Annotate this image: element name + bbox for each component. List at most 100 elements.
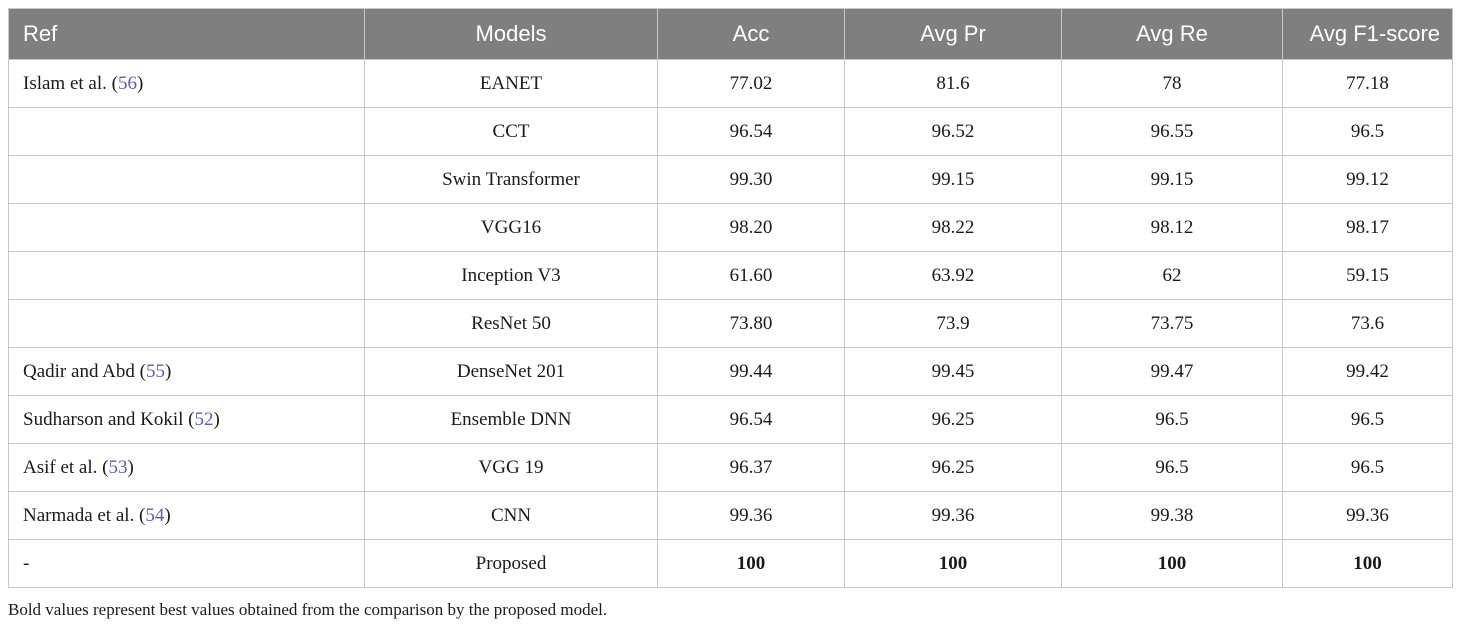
cell-avg-pr: 96.52 (844, 107, 1062, 156)
comparison-table: Ref Models Acc Avg Pr Avg Re Avg F1-scor… (8, 8, 1453, 588)
cell-avg-pr: 63.92 (844, 251, 1062, 300)
cell-avg-re: 96.55 (1061, 107, 1283, 156)
table-row: Inception V3 61.60 63.92 62 59.15 (8, 251, 1453, 300)
cell-acc: 98.20 (657, 203, 845, 252)
citation-link[interactable]: 52 (194, 408, 214, 430)
cell-acc: 73.80 (657, 299, 845, 348)
cell-ref (8, 299, 365, 348)
cell-avg-pr: 81.6 (844, 59, 1062, 108)
cell-acc: 96.37 (657, 443, 845, 492)
cell-avg-re: 99.15 (1061, 155, 1283, 204)
ref-text: Sudharson and Kokil ( (23, 408, 195, 430)
cell-avg-pr: 96.25 (844, 443, 1062, 492)
cell-model: EANET (364, 59, 658, 108)
cell-model: ResNet 50 (364, 299, 658, 348)
cell-acc: 99.36 (657, 491, 845, 540)
header-acc: Acc (657, 8, 845, 60)
cell-avg-pr: 100 (844, 539, 1062, 588)
table-row: Narmada et al. (54) CNN 99.36 99.36 99.38 99.… (8, 491, 1453, 540)
cell-ref (8, 155, 365, 204)
cell-avg-re: 96.5 (1061, 443, 1283, 492)
cell-avg-re: 99.38 (1061, 491, 1283, 540)
cell-acc: 96.54 (657, 395, 845, 444)
cell-model: CNN (364, 491, 658, 540)
cell-avg-pr: 99.15 (844, 155, 1062, 204)
ref-close: ) (164, 360, 172, 382)
cell-avg-f1: 96.5 (1282, 395, 1453, 444)
cell-ref: Qadir and Abd (55) (8, 347, 365, 396)
cell-avg-pr: 96.25 (844, 395, 1062, 444)
cell-avg-f1: 77.18 (1282, 59, 1453, 108)
header-models: Models (364, 8, 658, 60)
table-body: Islam et al. (56) EANET 77.02 81.6 78 77.18 CC… (8, 59, 1453, 588)
cell-avg-pr: 99.36 (844, 491, 1062, 540)
cell-model: VGG 19 (364, 443, 658, 492)
ref-text: Islam et al. ( (23, 72, 118, 94)
cell-model: VGG16 (364, 203, 658, 252)
header-avg-f1: Avg F1-score (1282, 8, 1453, 60)
cell-ref (8, 251, 365, 300)
cell-avg-re: 62 (1061, 251, 1283, 300)
table-row: Islam et al. (56) EANET 77.02 81.6 78 77.18 (8, 59, 1453, 108)
cell-avg-f1: 99.12 (1282, 155, 1453, 204)
citation-link[interactable]: 54 (145, 504, 165, 526)
table-row: Asif et al. (53) VGG 19 96.37 96.25 96.5 96.5 (8, 443, 1453, 492)
table-footnote: Bold values represent best values obtain… (8, 600, 608, 619)
cell-avg-f1: 99.42 (1282, 347, 1453, 396)
cell-ref: Sudharson and Kokil (52) (8, 395, 365, 444)
cell-avg-re: 98.12 (1061, 203, 1283, 252)
table-row: Qadir and Abd (55) DenseNet 201 99.44 99.45… (8, 347, 1453, 396)
cell-acc: 96.54 (657, 107, 845, 156)
cell-avg-pr: 98.22 (844, 203, 1062, 252)
cell-acc: 100 (657, 539, 845, 588)
cell-avg-f1: 96.5 (1282, 443, 1453, 492)
ref-close: ) (127, 456, 134, 478)
cell-acc: 61.60 (657, 251, 845, 300)
table-row: - Proposed 100 100 100 100 (8, 539, 1453, 588)
cell-acc: 99.30 (657, 155, 845, 204)
cell-avg-pr: 73.9 (844, 299, 1062, 348)
cell-avg-re: 100 (1061, 539, 1283, 588)
citation-link[interactable]: 53 (108, 456, 128, 478)
header-ref: Ref (8, 8, 365, 60)
cell-avg-f1: 59.15 (1282, 251, 1453, 300)
cell-avg-re: 73.75 (1061, 299, 1283, 348)
ref-close: ) (164, 504, 171, 526)
cell-ref: Asif et al. (53) (8, 443, 365, 492)
ref-close: ) (213, 408, 220, 430)
cell-avg-f1: 96.5 (1282, 107, 1453, 156)
comparison-table-wrapper: Ref Models Acc Avg Pr Avg Re Avg F1-scor… (8, 8, 1453, 588)
citation-link[interactable]: 55 (145, 360, 165, 382)
table-row: Sudharson and Kokil (52) Ensemble DNN 96.5… (8, 395, 1453, 444)
citation-link[interactable]: 56 (117, 72, 137, 94)
cell-model: CCT (364, 107, 658, 156)
cell-model: Ensemble DNN (364, 395, 658, 444)
table-row: ResNet 50 73.80 73.9 73.75 73.6 (8, 299, 1453, 348)
cell-avg-f1: 100 (1282, 539, 1453, 588)
ref-close: ) (136, 72, 144, 94)
cell-avg-re: 99.47 (1061, 347, 1283, 396)
ref-text: Qadir and Abd ( (23, 360, 146, 382)
cell-avg-f1: 99.36 (1282, 491, 1453, 540)
cell-ref: Narmada et al. (54) (8, 491, 365, 540)
table-row: CCT 96.54 96.52 96.55 96.5 (8, 107, 1453, 156)
cell-ref (8, 203, 365, 252)
table-row: VGG16 98.20 98.22 98.12 98.17 (8, 203, 1453, 252)
ref-text: - (23, 552, 30, 574)
ref-text: Narmada et al. ( (23, 504, 146, 526)
cell-avg-f1: 98.17 (1282, 203, 1453, 252)
table-row: Swin Transformer 99.30 99.15 99.15 99.12 (8, 155, 1453, 204)
cell-avg-f1: 73.6 (1282, 299, 1453, 348)
cell-ref (8, 107, 365, 156)
cell-model: Inception V3 (364, 251, 658, 300)
ref-text: Asif et al. ( (23, 456, 109, 478)
cell-model: Proposed (364, 539, 658, 588)
cell-avg-re: 96.5 (1061, 395, 1283, 444)
cell-avg-re: 78 (1061, 59, 1283, 108)
header-avg-pr: Avg Pr (844, 8, 1062, 60)
table-header: Ref Models Acc Avg Pr Avg Re Avg F1-scor… (8, 8, 1453, 60)
cell-model: Swin Transformer (364, 155, 658, 204)
cell-avg-pr: 99.45 (844, 347, 1062, 396)
cell-acc: 77.02 (657, 59, 845, 108)
cell-ref: Islam et al. (56) (8, 59, 365, 108)
